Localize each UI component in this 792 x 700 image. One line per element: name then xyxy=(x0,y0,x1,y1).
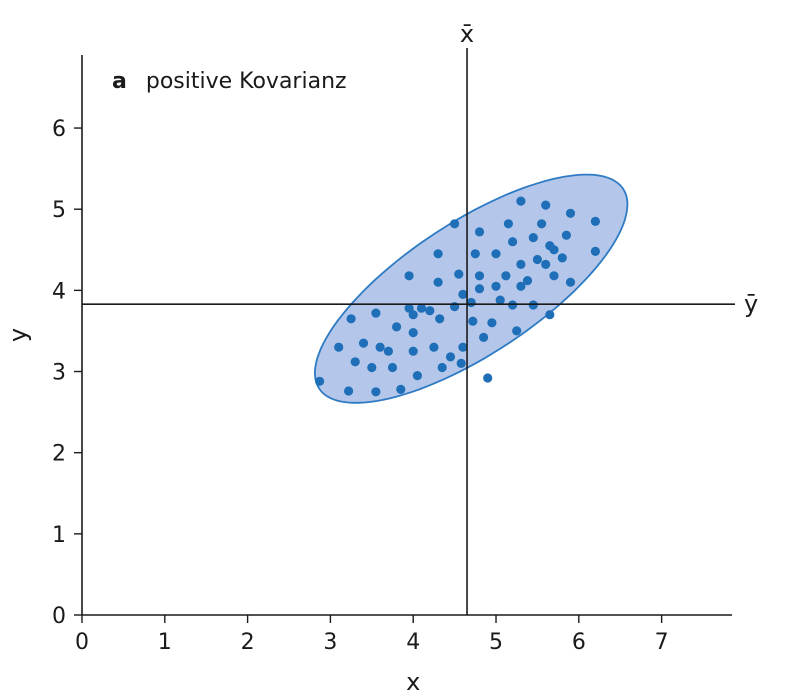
y-tick-label: 6 xyxy=(52,117,66,142)
data-point xyxy=(549,271,559,281)
data-point xyxy=(435,314,445,324)
data-point xyxy=(474,271,485,281)
x-tick-label: 1 xyxy=(158,630,172,655)
data-point xyxy=(350,357,360,367)
data-point xyxy=(412,371,422,381)
chart-title: a positive Kovarianz xyxy=(112,69,347,94)
data-point xyxy=(404,271,414,281)
data-point xyxy=(358,338,369,348)
data-point xyxy=(590,246,601,256)
data-point xyxy=(528,233,538,243)
data-point xyxy=(516,259,526,269)
data-point xyxy=(437,362,447,373)
data-point xyxy=(396,384,406,394)
data-point xyxy=(512,326,522,336)
data-point xyxy=(425,306,435,316)
data-point xyxy=(334,342,344,352)
data-point xyxy=(522,276,533,286)
data-point xyxy=(565,208,576,218)
data-point xyxy=(532,254,543,265)
x-tick-label: 6 xyxy=(572,630,586,655)
data-point xyxy=(491,249,501,259)
mean-lines: x̄ ȳ xyxy=(82,20,758,615)
data-point xyxy=(433,277,443,287)
y-tick-label: 4 xyxy=(52,279,66,304)
data-point xyxy=(408,346,418,356)
x-tick-label: 7 xyxy=(655,630,669,655)
covariance-ellipse xyxy=(313,173,629,404)
ellipse-layer xyxy=(313,173,629,404)
data-point xyxy=(541,200,551,210)
axes xyxy=(81,55,732,616)
data-point xyxy=(458,342,468,352)
data-point xyxy=(528,300,538,310)
data-point xyxy=(344,386,354,396)
data-point xyxy=(495,295,505,305)
data-point xyxy=(346,314,356,324)
ticks: 0 1 2 3 4 5 6 7 0 1 2 3 4 5 6 xyxy=(52,117,669,655)
data-point xyxy=(516,196,526,206)
y-tick-label: 3 xyxy=(52,361,66,386)
data-point xyxy=(590,216,601,226)
data-point xyxy=(315,376,325,386)
x-tick-label: 2 xyxy=(241,630,255,655)
y-tick-label: 5 xyxy=(52,198,66,223)
data-point xyxy=(537,219,547,229)
data-point xyxy=(507,237,518,247)
chart-title-text: positive Kovarianz xyxy=(146,69,347,94)
mean-x-label: x̄ xyxy=(460,20,474,48)
y-tick-label: 1 xyxy=(52,523,66,548)
data-point xyxy=(392,322,402,332)
data-point xyxy=(491,281,501,291)
data-point xyxy=(557,253,567,263)
data-point xyxy=(371,387,381,397)
y-tick-label: 2 xyxy=(52,442,66,467)
data-point xyxy=(371,308,381,318)
x-tick-label: 5 xyxy=(489,630,503,655)
data-point xyxy=(456,358,466,368)
mean-y-label: ȳ xyxy=(744,290,758,318)
data-point xyxy=(474,284,485,294)
data-point xyxy=(516,281,526,291)
data-point xyxy=(416,303,427,313)
data-point xyxy=(383,346,393,356)
data-point xyxy=(561,230,572,240)
data-point xyxy=(445,352,456,362)
y-tick-label: 0 xyxy=(52,604,66,629)
data-point xyxy=(501,271,511,281)
points-layer xyxy=(315,196,601,397)
data-point xyxy=(375,342,385,352)
data-point xyxy=(458,289,468,299)
data-point xyxy=(387,362,398,373)
data-point xyxy=(433,249,443,259)
data-point xyxy=(408,328,418,338)
data-point xyxy=(367,362,377,373)
x-tick-label: 3 xyxy=(323,630,337,655)
data-point xyxy=(549,245,559,255)
chart-title-letter: a xyxy=(112,69,127,94)
data-point xyxy=(541,259,551,269)
x-axis-title: x xyxy=(406,668,420,696)
data-point xyxy=(466,297,476,308)
data-point xyxy=(408,310,418,320)
data-point xyxy=(545,310,555,320)
y-axis-title: y xyxy=(4,328,32,342)
data-point xyxy=(483,373,493,383)
data-point xyxy=(503,219,513,229)
data-point xyxy=(454,269,464,279)
x-tick-label: 4 xyxy=(406,630,420,655)
data-point xyxy=(470,249,480,259)
data-point xyxy=(487,318,497,328)
x-tick-label: 0 xyxy=(75,630,89,655)
data-point xyxy=(450,219,460,229)
data-point xyxy=(507,300,518,310)
data-point xyxy=(429,342,439,352)
data-point xyxy=(468,316,478,326)
data-point xyxy=(565,277,576,287)
data-point xyxy=(479,332,489,342)
data-point xyxy=(474,227,485,237)
